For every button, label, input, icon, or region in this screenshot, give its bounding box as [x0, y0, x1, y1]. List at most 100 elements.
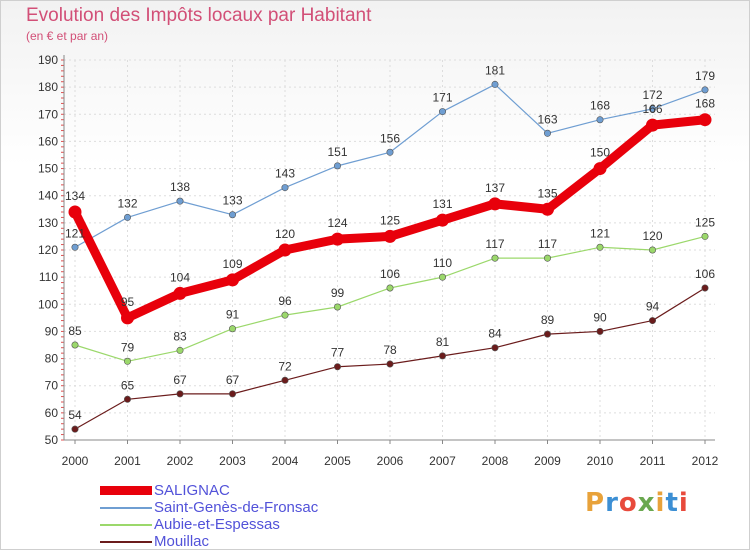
data-label: 104 — [170, 270, 190, 284]
data-label: 143 — [275, 167, 295, 181]
data-label: 117 — [485, 237, 504, 251]
data-point — [593, 162, 607, 176]
data-point — [438, 352, 446, 360]
data-point — [646, 118, 659, 132]
logo-letter: t — [665, 488, 679, 518]
data-label: 78 — [383, 343, 397, 357]
data-point — [124, 357, 132, 365]
data-label: 81 — [436, 335, 450, 349]
data-label: 168 — [695, 97, 715, 111]
data-label: 121 — [590, 226, 610, 240]
data-point — [648, 105, 656, 113]
data-point — [436, 213, 449, 227]
data-point — [491, 80, 499, 88]
y-tick-label: 90 — [45, 324, 59, 338]
data-point — [333, 363, 341, 371]
chart-subtitle: (en € et par an) — [26, 29, 109, 43]
x-tick-label: 2009 — [534, 454, 561, 468]
data-point — [648, 246, 656, 254]
data-label: 125 — [380, 213, 400, 227]
data-point — [386, 148, 394, 156]
data-point — [229, 211, 237, 219]
x-tick-label: 2011 — [640, 454, 666, 468]
legend-label: Mouillac — [154, 533, 210, 550]
data-point — [71, 243, 79, 251]
data-label: 83 — [173, 329, 187, 343]
data-label: 172 — [642, 88, 662, 102]
data-point — [438, 108, 446, 116]
x-tick-label: 2004 — [272, 454, 299, 468]
data-label: 110 — [433, 256, 452, 270]
data-label: 163 — [537, 112, 557, 126]
legend-swatch — [100, 486, 152, 495]
data-label: 85 — [68, 324, 82, 338]
data-label: 168 — [590, 99, 610, 113]
data-label: 72 — [278, 359, 292, 373]
y-tick-label: 190 — [38, 53, 58, 67]
y-tick-label: 140 — [38, 189, 58, 203]
data-label: 138 — [170, 180, 190, 194]
legend-swatch — [100, 524, 152, 526]
data-label: 94 — [646, 300, 660, 314]
legend-swatch — [100, 541, 152, 543]
chart-title: Evolution des Impôts locaux par Habitant — [26, 5, 372, 26]
data-point — [386, 284, 394, 292]
data-label: 89 — [541, 313, 555, 327]
data-point — [386, 360, 394, 368]
data-point — [596, 243, 604, 251]
x-tick-label: 2007 — [429, 454, 456, 468]
data-label: 181 — [485, 63, 505, 77]
data-point — [176, 346, 184, 354]
y-tick-label: 120 — [38, 243, 58, 257]
y-tick-label: 50 — [45, 433, 59, 447]
logo-letter: x — [637, 488, 656, 518]
data-label: 117 — [538, 237, 557, 251]
data-label: 77 — [331, 346, 345, 360]
y-tick-label: 170 — [38, 107, 58, 121]
data-point — [488, 197, 502, 211]
data-point — [596, 327, 604, 335]
data-label: 121 — [65, 226, 85, 240]
data-point — [491, 344, 499, 352]
data-point — [71, 341, 79, 349]
data-point — [226, 273, 239, 287]
y-tick-label: 110 — [39, 270, 58, 284]
data-label: 179 — [695, 69, 715, 83]
data-point — [701, 232, 709, 240]
data-label: 135 — [537, 186, 557, 200]
x-tick-label: 2008 — [482, 454, 509, 468]
data-point — [278, 243, 292, 257]
data-label: 106 — [380, 267, 400, 281]
data-label: 137 — [485, 181, 505, 195]
data-label: 125 — [695, 215, 715, 229]
data-label: 132 — [117, 196, 137, 210]
data-label: 65 — [121, 378, 135, 392]
data-label: 109 — [222, 257, 242, 271]
y-tick-label: 70 — [45, 379, 59, 393]
data-point — [543, 254, 551, 262]
data-point — [701, 284, 709, 292]
data-label: 91 — [226, 308, 240, 322]
legend-label: SALIGNAC — [154, 482, 230, 499]
data-label: 134 — [65, 189, 85, 203]
legend-swatch — [100, 507, 152, 509]
data-point — [281, 311, 289, 319]
data-point — [541, 202, 554, 216]
y-tick-label: 150 — [38, 162, 58, 176]
data-label: 120 — [275, 227, 295, 241]
logo-letter: o — [618, 488, 638, 518]
data-point — [121, 311, 134, 325]
data-label: 90 — [593, 310, 607, 324]
data-label: 156 — [380, 131, 400, 145]
data-label: 84 — [488, 327, 502, 341]
logo-letter: P — [585, 488, 606, 518]
logo-letter: i — [655, 488, 666, 518]
data-label: 124 — [327, 216, 347, 230]
x-tick-label: 2005 — [324, 454, 351, 468]
x-tick-label: 2003 — [219, 454, 246, 468]
x-tick-label: 2010 — [587, 454, 614, 468]
legend-label: Aubie-et-Espessas — [154, 516, 280, 533]
data-point — [281, 184, 289, 192]
